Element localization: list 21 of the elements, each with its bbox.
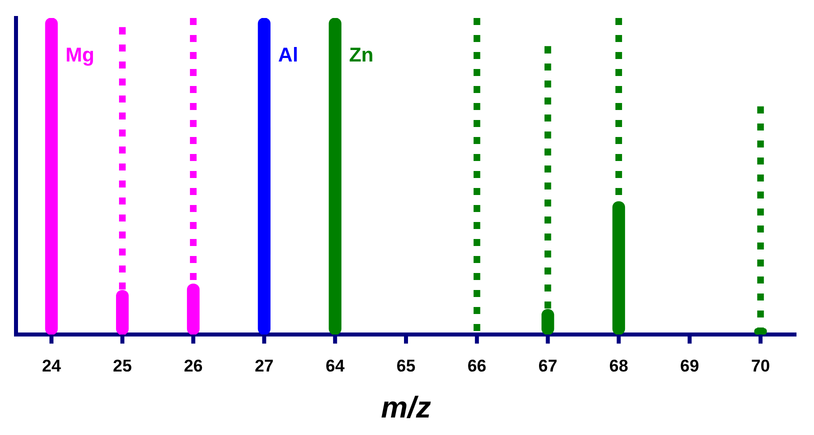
x-tick-label: 24 [42, 356, 62, 376]
x-axis-title: m/z [380, 391, 432, 424]
bar [186, 284, 200, 335]
annotation: Al [278, 44, 298, 67]
x-tick-label: 67 [538, 356, 558, 376]
annotation: Zn [349, 44, 374, 67]
x-tick-label: 65 [396, 356, 416, 376]
bar [116, 290, 129, 335]
x-tick-label: 70 [751, 356, 770, 376]
x-tick-label: 68 [609, 356, 628, 376]
x-tick-label: 69 [680, 356, 700, 376]
bar [258, 18, 271, 335]
bar [612, 201, 626, 335]
x-tick-label: 64 [326, 356, 346, 376]
x-tick-label: 26 [184, 356, 203, 376]
x-tick-label: 25 [112, 356, 132, 376]
x-tick-label: 27 [254, 356, 274, 376]
bar [328, 18, 342, 335]
annotation: Mg [65, 44, 94, 67]
bar [45, 18, 58, 335]
x-tick-label: 66 [467, 356, 486, 376]
